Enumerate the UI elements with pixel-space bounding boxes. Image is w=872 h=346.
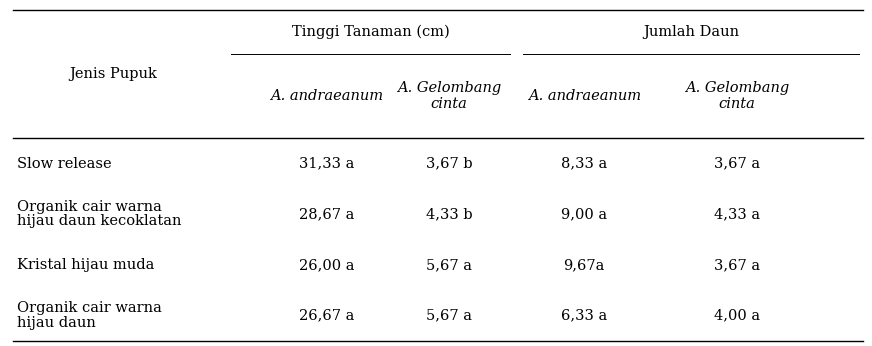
Text: 3,67 a: 3,67 a — [714, 258, 760, 272]
Text: A. andraeanum: A. andraeanum — [270, 89, 384, 103]
Text: hijau daun kecoklatan: hijau daun kecoklatan — [17, 215, 182, 228]
Text: 26,00 a: 26,00 a — [299, 258, 355, 272]
Text: Jenis Pupuk: Jenis Pupuk — [70, 67, 157, 81]
Text: 4,00 a: 4,00 a — [714, 309, 760, 322]
Text: 3,67 b: 3,67 b — [426, 157, 473, 171]
Text: 3,67 a: 3,67 a — [714, 157, 760, 171]
Text: 31,33 a: 31,33 a — [299, 157, 355, 171]
Text: Organik cair warna: Organik cair warna — [17, 301, 162, 316]
Text: Organik cair warna: Organik cair warna — [17, 200, 162, 214]
Text: Kristal hijau muda: Kristal hijau muda — [17, 258, 155, 272]
Text: 5,67 a: 5,67 a — [426, 258, 472, 272]
Text: 8,33 a: 8,33 a — [561, 157, 608, 171]
Text: 9,67a: 9,67a — [563, 258, 605, 272]
Text: 6,33 a: 6,33 a — [561, 309, 608, 322]
Text: 4,33 b: 4,33 b — [426, 207, 473, 221]
Text: Tinggi Tanaman (cm): Tinggi Tanaman (cm) — [292, 25, 449, 39]
Text: A. Gelombang
cinta: A. Gelombang cinta — [685, 81, 789, 111]
Text: A. andraeanum: A. andraeanum — [528, 89, 641, 103]
Text: 5,67 a: 5,67 a — [426, 309, 472, 322]
Text: 28,67 a: 28,67 a — [299, 207, 355, 221]
Text: 4,33 a: 4,33 a — [714, 207, 760, 221]
Text: Slow release: Slow release — [17, 157, 112, 171]
Text: A. Gelombang
cinta: A. Gelombang cinta — [397, 81, 501, 111]
Text: hijau daun: hijau daun — [17, 316, 96, 330]
Text: 9,00 a: 9,00 a — [562, 207, 607, 221]
Text: 26,67 a: 26,67 a — [299, 309, 355, 322]
Text: Jumlah Daun: Jumlah Daun — [643, 25, 739, 39]
